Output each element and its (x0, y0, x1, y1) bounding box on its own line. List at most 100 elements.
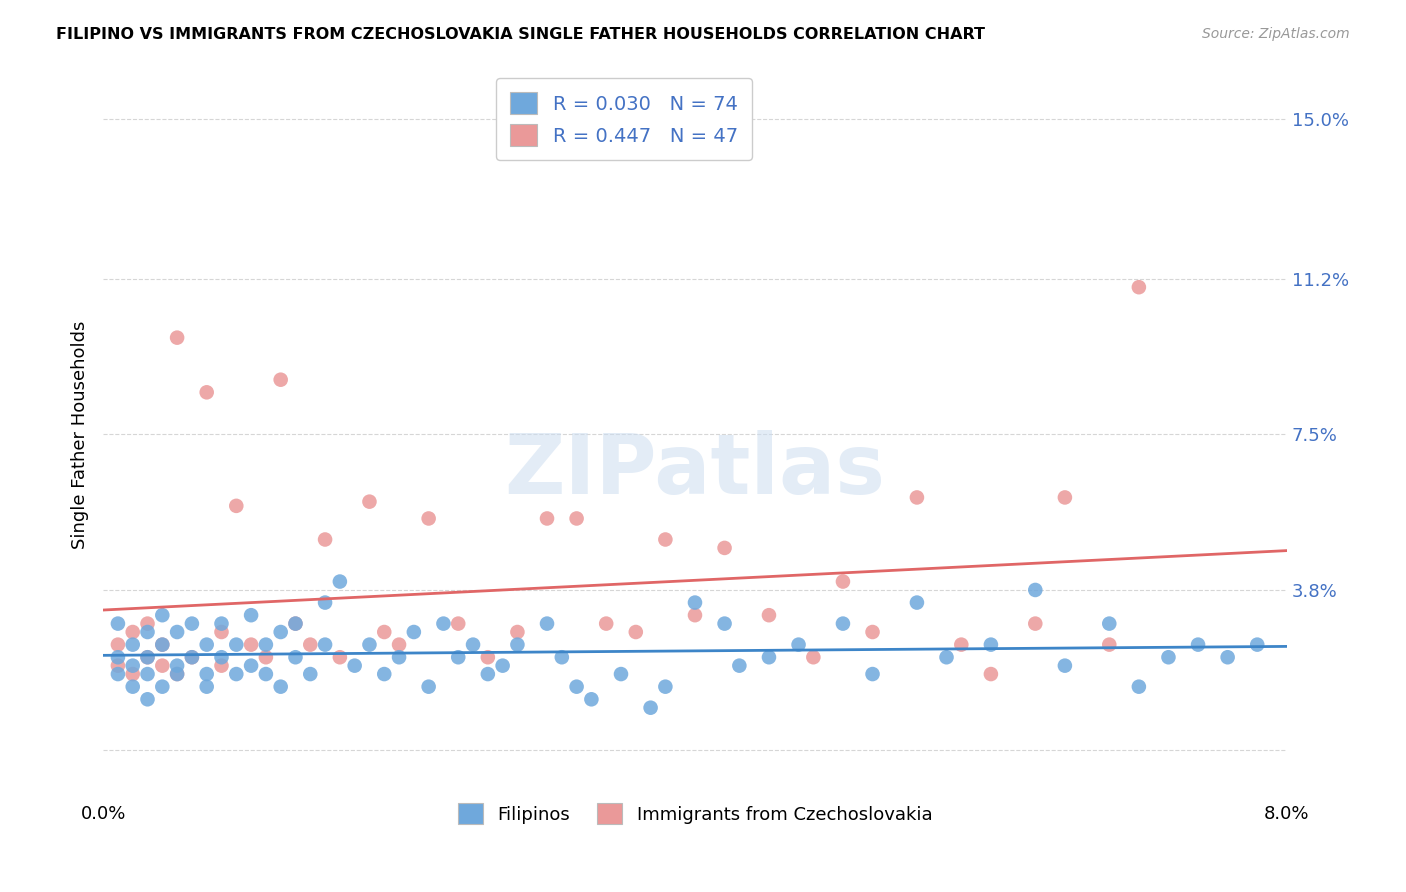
Point (121, 658, 143, 673)
Point (683, 608, 706, 623)
Point (935, 650, 957, 665)
Point (136, 650, 159, 665)
Point (150, 680, 173, 694)
Point (359, 494, 381, 508)
Point (654, 680, 676, 694)
Point (832, 616, 855, 631)
Text: Source: ZipAtlas.com: Source: ZipAtlas.com (1202, 27, 1350, 41)
Point (254, 638, 277, 652)
Point (536, 511, 558, 525)
Point (654, 533, 676, 547)
Point (314, 596, 336, 610)
Text: ZIPatlas: ZIPatlas (505, 431, 886, 511)
Text: FILIPINO VS IMMIGRANTS FROM CZECHOSLOVAKIA SINGLE FATHER HOUSEHOLDS CORRELATION : FILIPINO VS IMMIGRANTS FROM CZECHOSLOVAK… (56, 27, 986, 42)
Point (299, 638, 322, 652)
Point (211, 616, 233, 631)
Point (536, 616, 558, 631)
Point (107, 616, 129, 631)
Point (166, 625, 188, 640)
Point (980, 667, 1002, 681)
Point (610, 667, 633, 681)
Point (595, 616, 617, 631)
Point (107, 638, 129, 652)
Legend: Filipinos, Immigrants from Czechoslovakia: Filipinos, Immigrants from Czechoslovaki… (447, 793, 943, 835)
Point (1053, 658, 1076, 673)
Point (713, 616, 735, 631)
Point (254, 667, 277, 681)
Point (166, 667, 188, 681)
Point (225, 667, 247, 681)
Point (166, 331, 188, 345)
Point (402, 625, 425, 640)
Point (388, 638, 411, 652)
Point (432, 616, 454, 631)
Point (136, 625, 159, 640)
Point (862, 667, 884, 681)
Point (1098, 616, 1121, 631)
Point (195, 680, 218, 694)
Point (862, 625, 884, 640)
Point (1128, 280, 1150, 294)
Point (801, 650, 824, 665)
Point (1024, 582, 1046, 597)
Point (314, 638, 336, 652)
Point (225, 499, 247, 513)
Point (284, 616, 307, 631)
Point (447, 650, 470, 665)
Point (477, 650, 499, 665)
Point (150, 608, 173, 623)
Point (195, 638, 218, 652)
Point (211, 658, 233, 673)
Point (314, 533, 336, 547)
Point (905, 491, 928, 505)
Point (1053, 491, 1076, 505)
Point (683, 596, 706, 610)
Point (150, 658, 173, 673)
Point (491, 658, 513, 673)
Point (832, 574, 855, 589)
Point (284, 616, 307, 631)
Point (136, 650, 159, 665)
Point (1128, 680, 1150, 694)
Point (980, 638, 1002, 652)
Point (1098, 638, 1121, 652)
Point (950, 638, 973, 652)
Point (180, 616, 202, 631)
Point (640, 700, 662, 714)
Point (121, 667, 143, 681)
Point (461, 638, 484, 652)
Point (254, 650, 277, 665)
Point (1024, 616, 1046, 631)
Point (1246, 638, 1268, 652)
Point (270, 373, 292, 387)
Point (121, 625, 143, 640)
Point (506, 638, 529, 652)
Point (787, 638, 810, 652)
Point (240, 608, 263, 623)
Point (343, 658, 366, 673)
Point (447, 616, 470, 631)
Point (299, 667, 322, 681)
Point (121, 638, 143, 652)
Point (195, 667, 218, 681)
Point (107, 658, 129, 673)
Point (329, 574, 352, 589)
Point (624, 625, 647, 640)
Point (270, 625, 292, 640)
Point (136, 616, 159, 631)
Point (240, 658, 263, 673)
Point (758, 608, 780, 623)
Point (418, 511, 440, 525)
Point (506, 625, 529, 640)
Point (1187, 638, 1209, 652)
Point (905, 596, 928, 610)
Point (195, 385, 218, 400)
Point (211, 625, 233, 640)
Point (418, 680, 440, 694)
Point (240, 638, 263, 652)
Point (107, 650, 129, 665)
Point (565, 511, 588, 525)
Point (388, 650, 411, 665)
Point (551, 650, 574, 665)
Point (107, 667, 129, 681)
